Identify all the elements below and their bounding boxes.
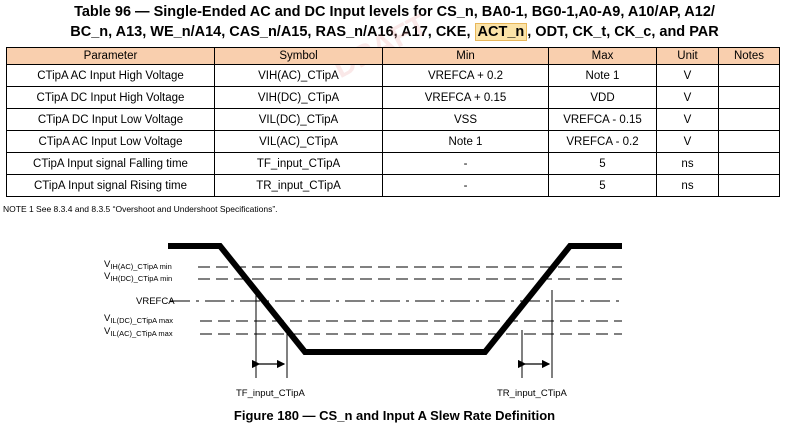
table-cell: CTipA Input signal Rising time — [6, 174, 215, 197]
table-cell: VIL(DC)_CTipA — [214, 108, 383, 131]
table-cell: CTipA DC Input High Voltage — [6, 86, 215, 109]
table-row: CTipA Input signal Rising time TR_input_C… — [6, 174, 780, 197]
table-cell: VIH(DC)_CTipA — [214, 86, 383, 109]
table-cell: Note 1 — [382, 130, 549, 153]
table-body: CTipA AC Input High Voltage VIH(AC)_CTipA… — [6, 64, 780, 197]
table-row: CTipA DC Input Low Voltage VIL(DC)_CTipA V… — [6, 108, 780, 131]
table-cell: VIL(AC)_CTipA — [214, 130, 383, 153]
table-cell — [718, 64, 780, 87]
column-header: Min — [382, 47, 549, 65]
table-cell: V — [656, 130, 719, 153]
table-cell: VDD — [548, 86, 657, 109]
vih-ac-label: VIH(AC)_CTipA min — [104, 259, 172, 271]
vih-dc-label: VIH(DC)_CTipA min — [104, 271, 172, 283]
table-cell — [718, 108, 780, 131]
table-cell: VREFCA - 0.2 — [548, 130, 657, 153]
table-cell: VSS — [382, 108, 549, 131]
signal-waveform — [168, 243, 622, 355]
table-cell: VREFCA - 0.15 — [548, 108, 657, 131]
column-header: Symbol — [214, 47, 383, 65]
table-cell: ns — [656, 174, 719, 197]
table-cell: V — [656, 64, 719, 87]
table-cell — [718, 174, 780, 197]
spec-table: Parameter Symbol Min Max Unit Notes CTipA AC … — [6, 47, 780, 197]
tf-label: TF_input_CTipA — [236, 388, 305, 399]
table-cell: VREFCA + 0.2 — [382, 64, 549, 87]
table-cell: - — [382, 174, 549, 197]
table-cell: 5 — [548, 174, 657, 197]
table-cell: V — [656, 108, 719, 131]
figure-caption: Figure 180 — CS_n and Input A Slew Rate … — [233, 408, 556, 423]
table-cell — [718, 130, 780, 153]
table-cell: VREFCA + 0.15 — [382, 86, 549, 109]
column-header: Unit — [656, 47, 719, 65]
column-header: Parameter — [6, 47, 215, 65]
table-title-line-1: Table 96 — Single-Ended AC and DC Input … — [74, 4, 715, 20]
table-cell: Note 1 — [548, 64, 657, 87]
table-cell: VIH(AC)_CTipA — [214, 64, 383, 87]
vil-ac-label: VIL(AC)_CTipA max — [104, 326, 173, 338]
column-header: Max — [548, 47, 657, 65]
table-cell: ns — [656, 152, 719, 175]
table-title-line-2: BC_n, A13, WE_n/A14, CAS_n/A15, RAS_n/A1… — [0, 22, 789, 42]
highlighted-term: ACT_n — [474, 23, 528, 41]
table-cell: TR_input_CTipA — [214, 174, 383, 197]
vil-dc-label: VIL(DC)_CTipA max — [104, 313, 173, 325]
table-cell — [718, 86, 780, 109]
tr-label: TR_input_CTipA — [497, 388, 568, 399]
table-cell: CTipA AC Input High Voltage — [6, 64, 215, 87]
title-line-2-pre: BC_n, A13, WE_n/A14, CAS_n/A15, RAS_n/A1… — [70, 24, 475, 40]
table-row: CTipA AC Input High Voltage VIH(AC)_CTipA… — [6, 64, 780, 87]
column-header: Notes — [718, 47, 780, 65]
table-cell — [718, 152, 780, 175]
table-cell: - — [382, 152, 549, 175]
table-cell: CTipA AC Input Low Voltage — [6, 130, 215, 153]
table-cell: CTipA DC Input Low Voltage — [6, 108, 215, 131]
table-cell: V — [656, 86, 719, 109]
header-row: Parameter Symbol Min Max Unit Notes — [6, 47, 780, 65]
table-cell: CTipA Input signal Falling time — [6, 152, 215, 175]
slew-rate-diagram: VIH(AC)_CTipA min VIH(DC)_CTipA min VREF… — [104, 243, 622, 399]
vrefca-label: VREFCA — [136, 296, 175, 307]
table-cell: 5 — [548, 152, 657, 175]
table-row: CTipA Input signal Falling time TF_input_… — [6, 152, 780, 175]
table-note: NOTE 1 See 8.3.4 and 8.3.5 “Overshoot an… — [3, 204, 278, 214]
table-row: CTipA AC Input Low Voltage VIL(AC)_CTipA N… — [6, 130, 780, 153]
table-title: Table 96 — Single-Ended AC and DC Input … — [0, 2, 789, 42]
table-cell: TF_input_CTipA — [214, 152, 383, 175]
table-row: CTipA DC Input High Voltage VIH(DC)_CTipA… — [6, 86, 780, 109]
title-line-2-post: , ODT, CK_t, CK_c, and PAR — [527, 24, 719, 40]
